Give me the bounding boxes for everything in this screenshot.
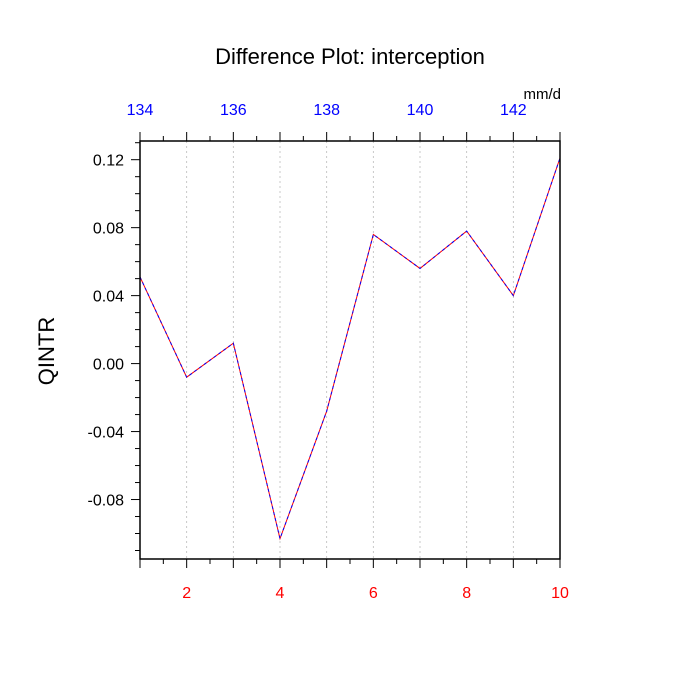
tick-labels: 2 4 6 8 10 134 136 138 140 142 0.12 0.08 0.04 0.00 -0.… xyxy=(88,102,569,602)
top-tick-label: 136 xyxy=(220,102,247,119)
y-axis-label: QINTR xyxy=(34,317,59,385)
top-tick-label: 138 xyxy=(313,102,340,119)
y-tick-label: -0.08 xyxy=(88,493,125,510)
series-line-overlay-0 xyxy=(139,157,561,541)
x-tick-label: 6 xyxy=(369,585,378,602)
plot-frame xyxy=(139,140,561,560)
y-tick-label: -0.04 xyxy=(88,425,125,442)
y-tick-label: 0.08 xyxy=(93,221,124,238)
x-tick-label: 8 xyxy=(462,585,471,602)
series-line-0 xyxy=(139,157,561,541)
top-tick-label: 134 xyxy=(127,102,154,119)
x-tick-label: 10 xyxy=(551,585,569,602)
units-label: mm/d xyxy=(524,86,562,103)
top-tick-label: 140 xyxy=(407,102,434,119)
ticks xyxy=(131,132,561,568)
series-layer xyxy=(139,157,561,541)
y-tick-label: 0.12 xyxy=(93,153,124,170)
y-tick-label: 0.04 xyxy=(93,289,124,306)
gridlines xyxy=(186,141,514,559)
x-tick-label: 4 xyxy=(276,585,285,602)
y-tick-label: 0.00 xyxy=(93,357,124,374)
x-tick-label: 2 xyxy=(182,585,191,602)
top-tick-label: 142 xyxy=(500,102,527,119)
chart-title: Difference Plot: interception xyxy=(215,44,485,69)
